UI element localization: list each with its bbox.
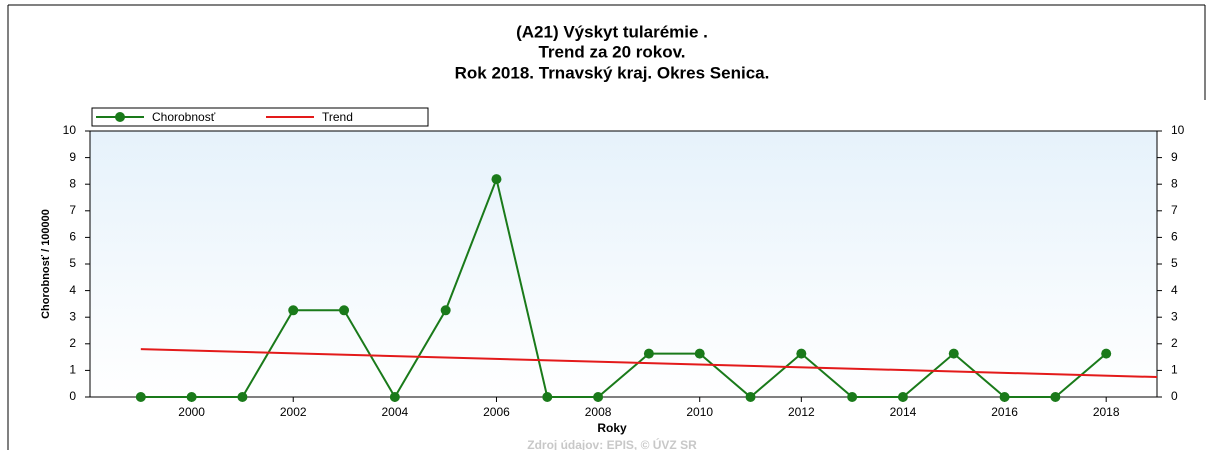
source: Zdroj údajov: EPIS, © ÚVZ SR [527, 437, 697, 450]
marker [999, 392, 1010, 402]
x-axis-label: Roky [597, 421, 627, 435]
marker [135, 392, 146, 402]
chart-title: (A21) Výskyt tularémie . [516, 22, 708, 41]
y2-tick-label: 10 [1171, 123, 1185, 137]
x-tick-label: 2018 [1093, 405, 1120, 419]
y2-tick-label: 6 [1171, 230, 1178, 244]
y-tick-label: 7 [69, 203, 76, 217]
legend-label: Chorobnosť [152, 110, 216, 124]
marker [745, 392, 756, 402]
y2-tick-label: 7 [1171, 203, 1178, 217]
y-tick-label: 9 [69, 150, 76, 164]
y-tick-label: 4 [69, 283, 76, 297]
y2-tick-label: 3 [1171, 309, 1178, 323]
x-tick-label: 2004 [382, 405, 409, 419]
marker [847, 392, 858, 402]
marker [948, 348, 959, 359]
y-axis-label: Chorobnosť / 100000 [40, 209, 52, 319]
marker [1101, 348, 1112, 359]
chart-title: Trend za 20 rokov. [538, 42, 685, 61]
x-tick-label: 2012 [788, 405, 815, 419]
series-line [140, 348, 1158, 379]
legend-label: Trend [322, 110, 353, 124]
marker [1050, 392, 1061, 402]
y2-tick-label: 0 [1171, 389, 1178, 403]
marker [643, 348, 654, 359]
y2-tick-label: 8 [1171, 176, 1178, 190]
chart-title: Rok 2018. Trnavský kraj. Okres Senica. [455, 63, 770, 82]
marker [593, 392, 604, 402]
x-tick-label: 2006 [483, 405, 510, 419]
y2-tick-label: 9 [1171, 150, 1178, 164]
x-tick-label: 2008 [585, 405, 612, 419]
marker [440, 305, 451, 316]
legend-marker [115, 112, 125, 122]
y-tick-label: 1 [69, 363, 76, 377]
y2-tick-label: 1 [1171, 363, 1178, 377]
x-tick-label: 2016 [991, 405, 1018, 419]
series-line [140, 175, 1107, 399]
y-tick-label: 10 [63, 123, 77, 137]
marker [237, 392, 248, 402]
marker [186, 392, 197, 402]
y-tick-label: 3 [69, 309, 76, 323]
x-tick-label: 2010 [686, 405, 713, 419]
y-tick-label: 6 [69, 230, 76, 244]
y-tick-label: 0 [69, 389, 76, 403]
marker [491, 174, 502, 185]
y2-tick-label: 5 [1171, 256, 1178, 270]
y-tick-label: 5 [69, 256, 76, 270]
x-tick-label: 2002 [280, 405, 307, 419]
marker [796, 348, 807, 359]
y-tick-label: 2 [69, 336, 76, 350]
plot-area [89, 130, 1158, 398]
marker [694, 348, 705, 359]
x-tick-label: 2014 [890, 405, 917, 419]
marker [542, 392, 553, 402]
y-tick-label: 8 [69, 176, 76, 190]
marker [339, 305, 350, 316]
legend [91, 107, 429, 127]
marker [389, 392, 400, 402]
marker [897, 392, 908, 402]
y2-tick-label: 2 [1171, 336, 1178, 350]
x-tick-label: 2000 [178, 405, 205, 419]
y2-tick-label: 4 [1171, 283, 1178, 297]
marker [288, 305, 299, 316]
